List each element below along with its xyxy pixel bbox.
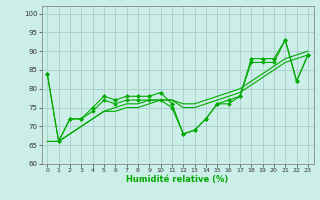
X-axis label: Humidité relative (%): Humidité relative (%) xyxy=(126,175,229,184)
